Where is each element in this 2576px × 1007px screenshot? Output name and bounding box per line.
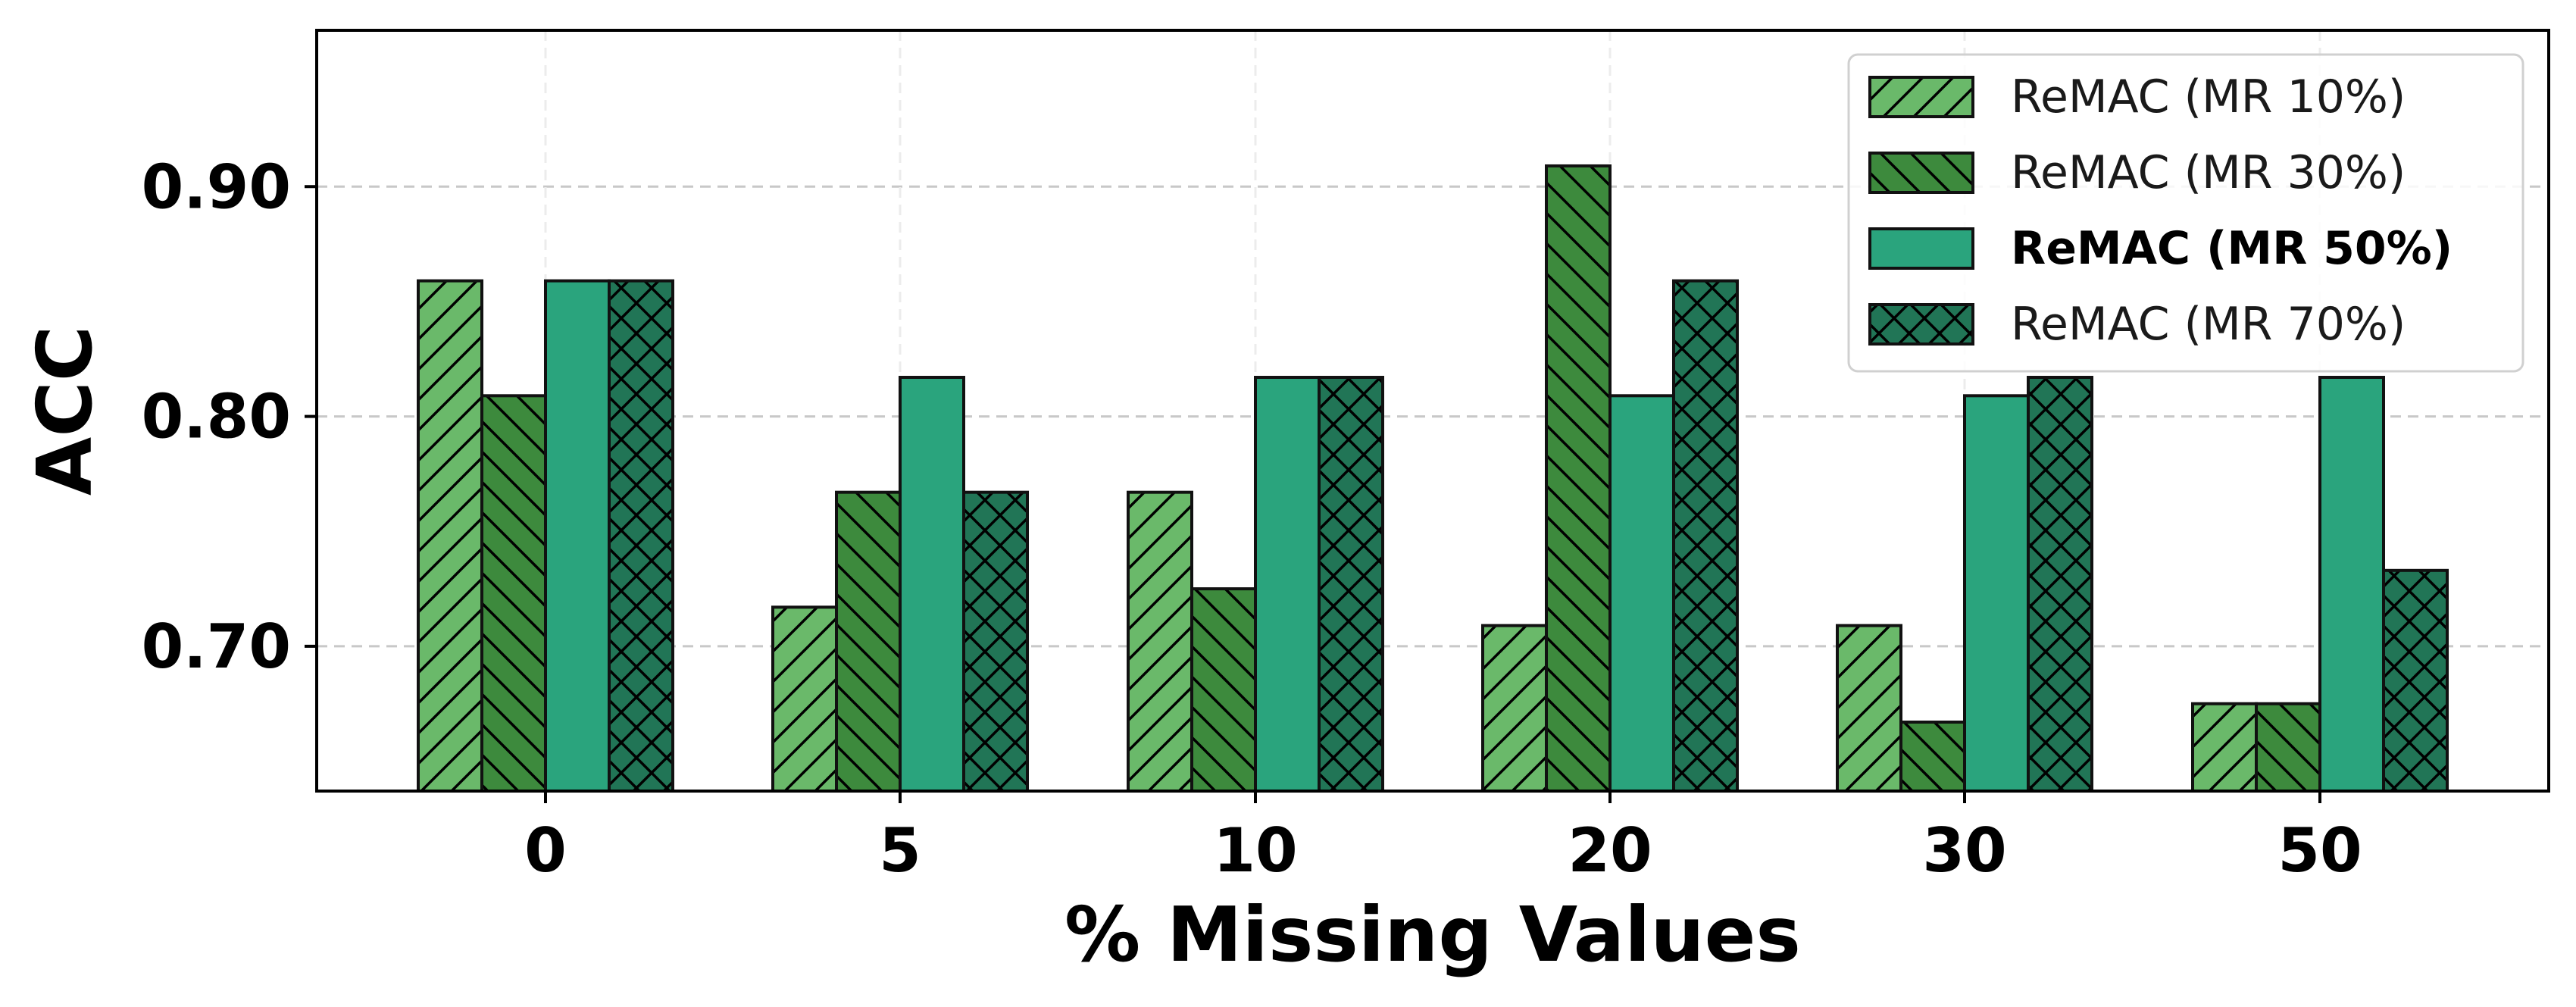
bar xyxy=(1965,396,2028,791)
bar-outline xyxy=(1318,376,1384,791)
legend-frame xyxy=(1847,53,2524,373)
bar xyxy=(1610,396,1674,791)
bar-outline xyxy=(962,490,1029,791)
bar-hatch xyxy=(482,396,546,791)
bar xyxy=(2320,377,2384,791)
bar xyxy=(546,280,609,791)
x-tick-label: 50 xyxy=(2277,815,2362,886)
bar-hatch xyxy=(1546,165,1610,791)
bar-hatch xyxy=(1128,492,1192,791)
legend-label: ReMAC (MR 50%) xyxy=(2011,222,2453,275)
legend-swatch-outline xyxy=(1868,303,1974,346)
x-tick-label: 5 xyxy=(879,815,921,886)
legend-swatch-hatch xyxy=(1870,305,1973,344)
bars xyxy=(417,164,2449,791)
x-tick-label: 0 xyxy=(524,815,567,886)
legend: ReMAC (MR 10%) ReMAC (MR 30%) ReMAC (MR 50… xyxy=(1847,53,2524,373)
legend-swatch-outline xyxy=(1868,76,1974,118)
x-tick-label: 30 xyxy=(1922,815,2006,886)
bar xyxy=(900,377,964,791)
x-tick-label: 20 xyxy=(1568,815,1652,886)
legend-label: ReMAC (MR 30%) xyxy=(2011,146,2406,199)
y-tick-label: 0.80 xyxy=(142,382,291,452)
bar-outline xyxy=(2027,376,2093,791)
legend-swatch-hatch xyxy=(1870,77,1973,117)
x-axis: 0 5 10 20 30 50 xyxy=(524,791,2362,886)
bar-hatch xyxy=(1483,625,1546,791)
y-axis-title: ACC xyxy=(20,326,109,496)
legend-label: ReMAC (MR 70%) xyxy=(2011,298,2406,351)
bar-hatch xyxy=(1319,377,1383,791)
bar-hatch xyxy=(1901,722,1965,791)
bar-hatch xyxy=(1837,625,1901,791)
bar-hatch xyxy=(2193,703,2256,791)
bar-hatch xyxy=(1674,280,1737,791)
bar xyxy=(1255,377,1319,791)
bar-outline xyxy=(2382,568,2449,791)
plot-frame xyxy=(315,29,2550,793)
x-axis-title: % Missing Values xyxy=(1064,890,1801,979)
bar-hatch xyxy=(2256,703,2320,791)
x-tick-label: 10 xyxy=(1213,815,1297,886)
bar-hatch xyxy=(418,280,482,791)
bar-hatch xyxy=(964,492,1027,791)
y-tick-label: 0.90 xyxy=(142,152,291,222)
y-axis: 0.70 0.80 0.90 xyxy=(142,152,317,682)
bar-hatch xyxy=(2028,377,2092,791)
legend-swatch-hatch xyxy=(1870,153,1973,192)
bar-hatch xyxy=(1192,589,1255,791)
legend-label: ReMAC (MR 10%) xyxy=(2011,70,2406,124)
y-tick-label: 0.70 xyxy=(142,611,291,682)
bar-hatch xyxy=(836,492,900,791)
bar-hatch xyxy=(2384,570,2447,791)
bar-hatch xyxy=(773,607,836,791)
legend-swatch-outline xyxy=(1868,227,1974,270)
legend-swatch-outline xyxy=(1868,152,1974,194)
legend-swatch xyxy=(1870,229,1973,268)
bar-hatch xyxy=(609,280,673,791)
